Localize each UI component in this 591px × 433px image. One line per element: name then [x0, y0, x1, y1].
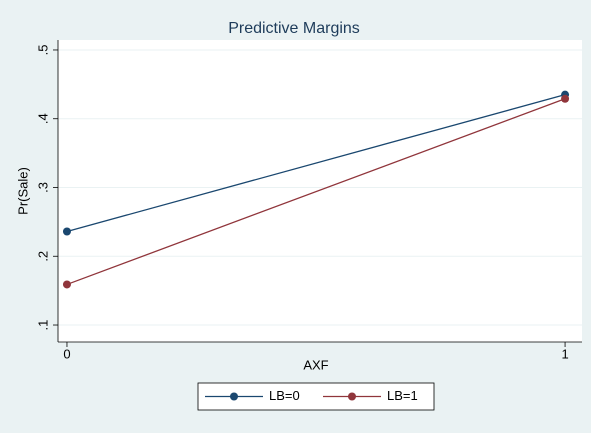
series-line — [66, 94, 566, 233]
legend-label: LB=1 — [387, 388, 418, 403]
y-tick-label: .5 — [35, 45, 50, 56]
point — [62, 227, 71, 236]
series-line — [66, 98, 566, 286]
x-tick-label: 0 — [63, 346, 70, 361]
chart-title: Predictive Margins — [228, 20, 360, 37]
point — [62, 280, 71, 289]
legend-label: LB=0 — [269, 388, 300, 403]
y-tick-label: .4 — [35, 113, 50, 124]
plot-area — [58, 40, 582, 342]
point — [561, 94, 570, 103]
legend-marker — [348, 392, 356, 401]
x-tick-label: 1 — [561, 346, 568, 361]
x-axis-label: AXF — [303, 357, 328, 372]
y-tick-label: .3 — [35, 182, 50, 193]
y-tick-label: .1 — [35, 320, 50, 331]
y-axis-label: Pr(Sale) — [15, 167, 30, 215]
y-tick-label: .2 — [35, 251, 50, 262]
legend-marker — [230, 392, 238, 401]
